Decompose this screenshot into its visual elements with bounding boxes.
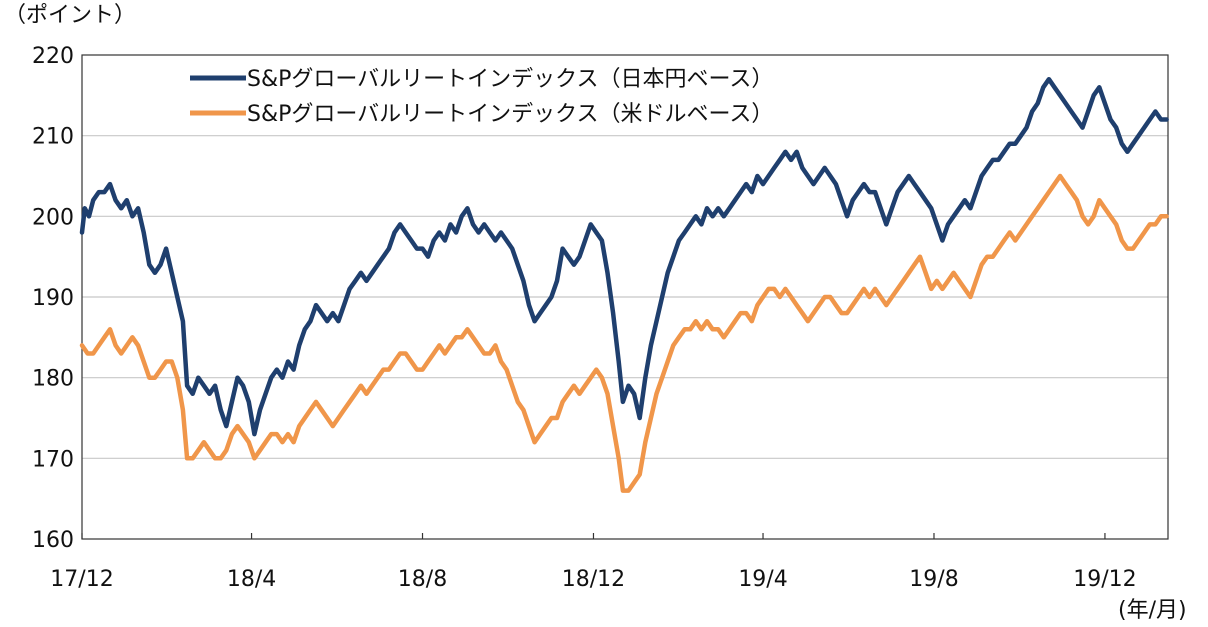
series-line-usd <box>79 173 1169 493</box>
legend-label-usd: S&Pグローバルリートインデックス（米ドルベース） <box>247 102 773 127</box>
x-tick-label: 19/8 <box>909 567 958 592</box>
y-tick-label: 170 <box>32 447 74 472</box>
y-tick-label: 210 <box>32 125 74 150</box>
y-tick-label: 160 <box>32 528 74 553</box>
y-tick-label: 190 <box>32 286 74 311</box>
x-tick-label: 17/12 <box>50 567 113 592</box>
y-tick-label: 180 <box>32 367 74 392</box>
y-tick-label: 200 <box>32 205 74 230</box>
x-tick-label: 18/8 <box>398 567 447 592</box>
y-axis-ticks: 160 170 180 190 200 210 220 <box>32 44 74 553</box>
series-lines <box>79 76 1169 493</box>
x-tick-label: 18/12 <box>562 567 625 592</box>
x-tick-label: 19/12 <box>1073 567 1136 592</box>
series-line-jpy <box>79 76 1169 437</box>
x-tick-label: 19/4 <box>738 567 787 592</box>
y-tick-label: 220 <box>32 44 74 69</box>
x-axis-ticks: 17/12 18/4 18/8 18/12 19/4 19/8 19/12 <box>50 533 1137 592</box>
x-tick-label: 18/4 <box>227 567 276 592</box>
plot-area-frame <box>81 54 1169 540</box>
x-axis-unit-label: (年/月) <box>1118 598 1187 623</box>
y-axis-unit-label: （ポイント） <box>4 3 136 28</box>
legend: S&Pグローバルリートインデックス（日本円ベース） S&Pグローバルリートインデ… <box>190 67 773 127</box>
gridlines <box>82 135 1168 459</box>
legend-label-jpy: S&Pグローバルリートインデックス（日本円ベース） <box>247 67 773 92</box>
